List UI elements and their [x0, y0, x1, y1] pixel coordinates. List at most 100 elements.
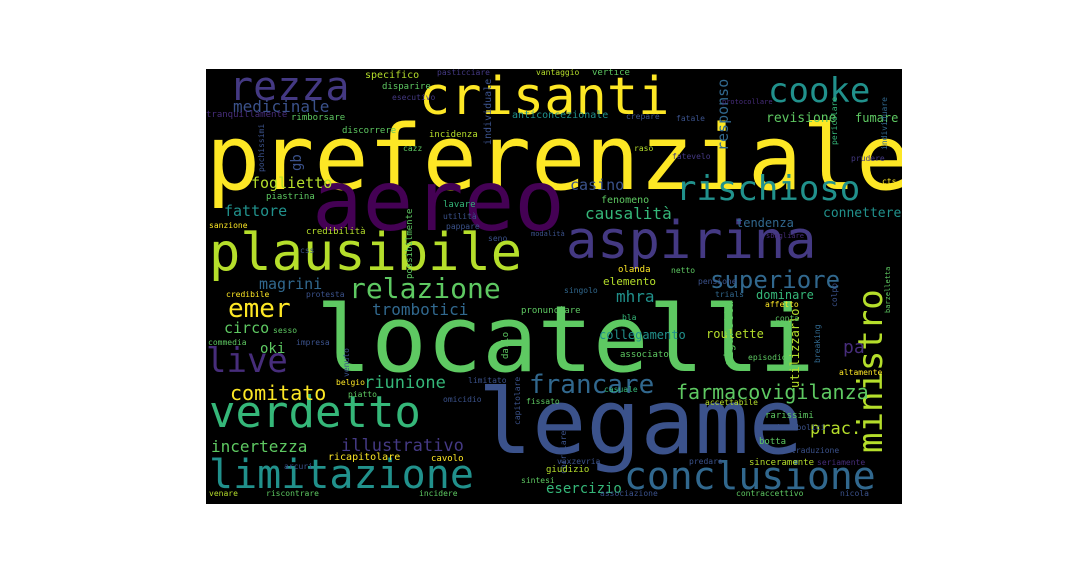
word: netto	[671, 266, 696, 275]
word: cavolo	[431, 454, 464, 464]
word: preferenziale	[206, 106, 902, 211]
word: vaxzevria	[557, 457, 601, 466]
word: pappare	[446, 222, 480, 231]
word: incidenza	[429, 130, 478, 140]
word: credibile	[226, 290, 270, 299]
word: olanda	[618, 265, 651, 275]
word: seno	[488, 234, 508, 243]
word: piatto	[348, 390, 377, 399]
word: fatevelo	[672, 152, 711, 161]
word: traduzione	[791, 446, 840, 455]
word: episodio	[748, 353, 787, 362]
word: crisanti	[419, 69, 670, 127]
word: dominare	[756, 288, 814, 302]
word: cts	[882, 177, 897, 186]
word: venuto	[342, 348, 351, 377]
word: rezza	[229, 69, 350, 110]
word: botta	[759, 437, 787, 447]
word: darlo	[501, 331, 511, 359]
word: tromboembolici	[758, 423, 826, 432]
word: vertice	[592, 69, 630, 78]
word: francare	[529, 370, 655, 400]
word: accettabile	[705, 398, 758, 407]
word: legame	[478, 370, 804, 475]
word: prudere	[851, 154, 885, 163]
word: fissato	[526, 397, 560, 406]
word: breaking	[813, 324, 822, 363]
word: seriamente	[817, 458, 866, 467]
word: medicinale	[233, 97, 330, 116]
word: verdetto	[209, 387, 421, 438]
word: trombotici	[372, 300, 469, 319]
word: rarissimi	[765, 411, 814, 421]
word: utilità	[443, 212, 477, 221]
word: individuare	[880, 97, 889, 150]
word: sigaretta	[722, 300, 736, 366]
word: cooke	[768, 71, 871, 111]
word: singolo	[564, 286, 598, 295]
word: fenomeno	[601, 195, 650, 206]
word: rimborsare	[291, 113, 346, 123]
word: bla	[622, 313, 637, 322]
word: sintesi	[521, 476, 555, 485]
word: omicidio	[443, 395, 482, 404]
word: trials	[715, 290, 744, 299]
word: locatelli	[316, 286, 815, 393]
word: riunione	[364, 373, 446, 393]
word: contraccettivo	[736, 489, 804, 498]
word: affetto	[765, 300, 799, 309]
word: prac.	[810, 419, 862, 439]
word: conclusione	[624, 454, 876, 498]
word: responso	[714, 78, 732, 151]
word: aereo	[312, 152, 565, 250]
word: nicola	[840, 489, 869, 498]
word: live	[206, 341, 288, 381]
word: mhra	[616, 287, 655, 306]
word: incidere	[419, 489, 458, 498]
word: cazz	[403, 144, 423, 153]
word: limitato	[468, 376, 507, 385]
word: altamente	[839, 368, 883, 377]
word: emer	[228, 294, 291, 324]
word: arcuri	[284, 462, 313, 471]
word: circo	[224, 319, 270, 337]
word: fattore	[224, 202, 288, 220]
word: associato	[620, 350, 669, 360]
word: sanzione	[209, 221, 248, 230]
word: piastrina	[266, 192, 315, 202]
word: comitato	[230, 381, 327, 405]
word: sinceramente	[749, 458, 815, 468]
word: protesta	[306, 290, 345, 299]
word: esecutivo	[392, 93, 436, 102]
word: sbagliare	[766, 232, 804, 240]
word: gb	[289, 154, 305, 171]
word: oki	[260, 341, 286, 357]
word: casuale	[604, 385, 638, 394]
word: possibilmente	[405, 208, 415, 279]
word-cloud: preferenziale aereo locatelli legame aspirin…	[206, 69, 902, 504]
word: individuale	[483, 78, 494, 145]
word: tendenza	[736, 216, 794, 230]
word: plausibile	[209, 223, 523, 283]
word: magrini	[259, 275, 323, 293]
word: causalità	[585, 204, 672, 223]
word: revisione	[766, 111, 837, 126]
word: collegamento	[599, 328, 686, 342]
word: sesso	[273, 326, 298, 335]
word: pa	[843, 337, 865, 358]
word: associazione	[600, 489, 658, 498]
word: pensione	[698, 277, 737, 286]
word: elemento	[603, 275, 656, 288]
word: discorrere	[342, 126, 397, 136]
word: incertezza	[211, 437, 308, 456]
word: conta	[775, 314, 800, 323]
word: farmacovigilanza	[676, 380, 869, 404]
word: venare	[209, 489, 238, 498]
word: anticoncezionale	[512, 110, 609, 121]
word: illustrativo	[341, 436, 464, 456]
word: connettere	[823, 206, 902, 221]
word: pochissimi	[257, 123, 266, 172]
word: ricapitolare	[328, 452, 401, 463]
word: esercizio	[546, 481, 622, 497]
word: pericolare	[830, 96, 839, 145]
